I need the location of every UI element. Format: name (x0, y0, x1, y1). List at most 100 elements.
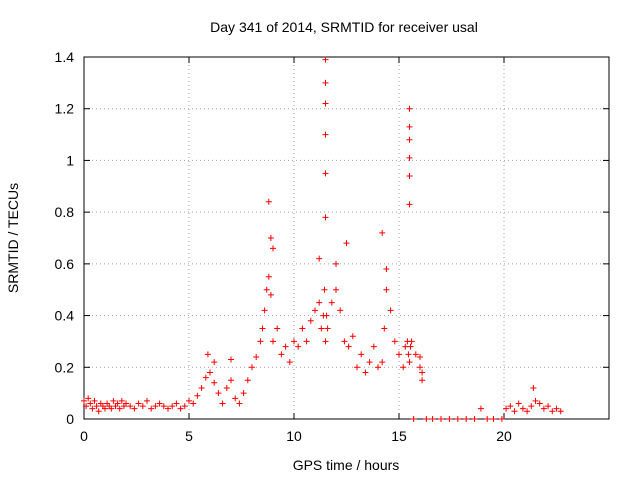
data-point (215, 390, 222, 397)
data-point (207, 369, 213, 376)
data-point (169, 403, 176, 410)
data-point (515, 400, 522, 407)
data-point (391, 338, 398, 345)
data-point (83, 403, 90, 410)
data-point (261, 307, 268, 314)
y-tick-label: 0 (66, 411, 74, 427)
data-point (87, 400, 94, 407)
data-point (549, 408, 556, 415)
data-point (244, 377, 251, 384)
x-tick-label: 0 (80, 428, 88, 444)
x-tick-label: 15 (391, 428, 407, 444)
data-point (240, 390, 247, 397)
plot-frame (83, 56, 610, 420)
data-point (323, 312, 330, 319)
data-point (249, 364, 255, 371)
data-point (232, 395, 239, 402)
data-point (127, 403, 134, 410)
data-point (265, 198, 272, 205)
data-point (341, 338, 348, 345)
data-point (114, 400, 121, 407)
data-point (333, 260, 339, 267)
data-point (322, 79, 329, 86)
data-point (540, 405, 547, 412)
data-point (108, 405, 115, 412)
data-point (135, 400, 142, 407)
data-point (291, 338, 297, 345)
data-point (295, 343, 302, 350)
data-point (406, 136, 413, 143)
data-points (81, 56, 564, 422)
data-point (236, 400, 243, 407)
data-point (410, 416, 417, 422)
data-point (328, 299, 335, 306)
data-point (463, 416, 470, 422)
data-point (270, 245, 276, 252)
data-point (406, 105, 413, 112)
data-point (156, 400, 163, 407)
data-point (429, 416, 436, 422)
axis-ticks: 0 0.2 0.4 0.6 0.8 1 1.2 1.4 0 5 10 15 20 (55, 49, 609, 444)
data-point (471, 416, 478, 422)
data-point (557, 408, 564, 415)
data-point (553, 405, 560, 412)
data-point (519, 405, 526, 412)
data-point (337, 307, 344, 314)
data-point (286, 359, 293, 366)
data-point (299, 325, 306, 332)
data-point (91, 397, 98, 404)
data-point (419, 377, 426, 384)
data-point (484, 416, 491, 422)
data-point (511, 408, 518, 415)
data-point (228, 356, 234, 363)
data-point (406, 172, 413, 179)
data-point (318, 325, 325, 332)
data-point (490, 416, 497, 422)
data-point (322, 214, 329, 221)
data-point (282, 343, 289, 350)
data-point (186, 397, 192, 404)
y-tick-label: 0.6 (55, 256, 75, 272)
x-tick-label: 5 (185, 428, 193, 444)
data-point (144, 397, 150, 404)
data-point (349, 333, 356, 340)
data-point (354, 364, 360, 371)
data-point (405, 351, 412, 358)
data-point (322, 131, 329, 138)
data-point (173, 400, 180, 407)
data-point (177, 405, 184, 412)
data-point (160, 403, 167, 410)
data-point (379, 229, 386, 236)
data-point (110, 397, 117, 404)
data-point (370, 343, 377, 350)
data-point (345, 343, 352, 350)
data-point (438, 416, 444, 422)
data-point (89, 405, 96, 412)
data-point (362, 369, 369, 376)
data-point (316, 299, 323, 306)
data-point (406, 201, 413, 208)
data-point (267, 291, 274, 298)
data-point (198, 384, 205, 391)
grid (84, 57, 609, 419)
data-point (498, 416, 505, 422)
data-point (253, 353, 260, 360)
y-axis-title: SRMTID / TECUs (5, 183, 21, 293)
data-point (219, 400, 226, 407)
data-point (202, 374, 209, 381)
data-point (316, 255, 323, 262)
data-point (85, 395, 92, 402)
data-point (419, 369, 426, 376)
data-point (118, 397, 125, 404)
data-point (102, 405, 108, 412)
data-point (204, 351, 211, 358)
data-point (412, 351, 419, 358)
data-point (95, 408, 102, 415)
data-point (358, 351, 365, 358)
data-point (530, 384, 537, 391)
data-point (381, 325, 388, 332)
data-point (383, 266, 390, 273)
data-point (503, 405, 510, 412)
x-axis-title: GPS time / hours (293, 457, 400, 473)
